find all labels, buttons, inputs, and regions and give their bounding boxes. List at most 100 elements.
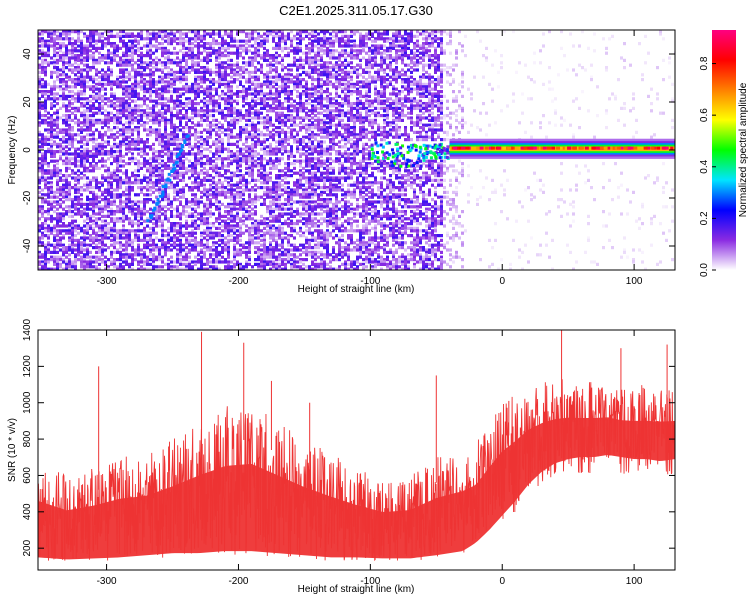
spectrogram-cell (197, 253, 200, 257)
spectrogram-cell (182, 154, 185, 158)
spectrogram-cell (83, 154, 86, 158)
spectrogram-cell (248, 150, 251, 154)
spectrogram-cell (230, 114, 233, 118)
spectrogram-cell (131, 87, 134, 91)
spectrogram-cell (200, 178, 203, 182)
spectrogram-cell (56, 135, 59, 139)
spectrogram-cell (242, 152, 245, 156)
spectrogram-cell (152, 157, 155, 161)
spectrogram-cell (74, 258, 77, 262)
spectrogram-cell (212, 154, 215, 158)
spectrogram-cell (68, 109, 71, 113)
spectrogram-cell (92, 30, 95, 34)
spectrogram-cell (44, 210, 47, 214)
spectrogram-cell (203, 140, 206, 144)
spectrogram-cell (194, 94, 197, 98)
spectrogram-cell (65, 162, 68, 166)
spectrogram-cell (170, 73, 173, 77)
spectrogram-cell (182, 150, 185, 154)
spectrogram-cell (239, 193, 242, 197)
spectrogram-cell (47, 195, 50, 199)
spectrogram-cell (71, 169, 74, 173)
spectrogram-cell (62, 253, 65, 257)
spectrogram-cell (98, 224, 101, 228)
spectrogram-cell (254, 193, 257, 197)
spectrogram-cell (89, 178, 92, 182)
spectrogram-cell (203, 102, 206, 106)
spectrogram-cell (122, 159, 125, 163)
spectrogram-cell (38, 138, 41, 142)
spectrogram-cell (89, 54, 92, 58)
spectrogram-cell (41, 118, 44, 122)
spectrogram-cell (92, 32, 95, 36)
spectrogram-cell (134, 94, 137, 98)
spectrogram-cell (206, 234, 209, 238)
spectrogram-cell (185, 61, 188, 65)
spectrogram-cell (86, 68, 89, 72)
spectrogram-cell (266, 116, 269, 120)
spectrogram-cell (47, 190, 50, 194)
spectrogram-cell (185, 222, 188, 226)
spectrogram-cell (116, 46, 119, 50)
spectrogram-cell (194, 226, 197, 230)
spectrogram-cell (233, 111, 236, 115)
spectrogram-cell (191, 267, 194, 270)
spectrogram-cell (257, 114, 260, 118)
spectrogram-cell (86, 66, 89, 70)
spectrogram-cell (95, 61, 98, 65)
spectrogram-cell (254, 241, 257, 245)
spectrogram-cell (95, 32, 98, 36)
spectrogram-cell (248, 70, 251, 74)
spectrogram-cell (221, 37, 224, 41)
spectrogram-cell (254, 226, 257, 230)
spectrogram-cell (128, 92, 131, 96)
spectrogram-cell (38, 140, 41, 144)
spectrogram-cell (209, 166, 212, 170)
spectrogram-cell (257, 102, 260, 106)
spectrogram-cell (155, 150, 158, 154)
spectrogram-cell (233, 142, 236, 146)
spectrogram-cell (206, 56, 209, 60)
spectrogram-cell (260, 166, 263, 170)
spectrogram-cell (224, 267, 227, 270)
spectrogram-cell (95, 85, 98, 89)
spectrogram-cell (131, 128, 134, 132)
spectrogram-cell (101, 190, 104, 194)
spectrogram-cell (74, 30, 77, 34)
spectrogram-cell (245, 130, 248, 134)
spectrogram-cell (59, 154, 62, 158)
spectrogram-cell (137, 152, 140, 156)
spectrogram-cell (212, 97, 215, 101)
spectrogram-cell (107, 265, 110, 269)
spectrogram-cell (266, 193, 269, 197)
spectrogram-cell (164, 123, 167, 127)
spectrogram-cell (236, 169, 239, 173)
spectrogram-cell (188, 186, 191, 190)
spectrogram-cell (206, 99, 209, 103)
spectrogram-cell (179, 162, 182, 166)
spectrogram-cell (62, 128, 65, 132)
spectrogram-cell (230, 75, 233, 79)
spectrogram-cell (221, 97, 224, 101)
spectrogram-cell (107, 104, 110, 108)
spectrogram-cell (272, 217, 275, 221)
spectrogram-cell (50, 73, 53, 77)
spectrogram-cell (161, 87, 164, 91)
spectrogram-cell (170, 61, 173, 65)
spectrogram-cell (92, 152, 95, 156)
spectrogram-cell (83, 150, 86, 154)
spectrogram-cell (194, 154, 197, 158)
spectrogram-cell (197, 42, 200, 46)
spectrogram-cell (236, 241, 239, 245)
spectrogram-cell (104, 229, 107, 233)
spectrogram-cell (137, 226, 140, 230)
spectrogram-cell (200, 142, 203, 146)
spectrogram-cell (233, 183, 236, 187)
spectrogram-cell (206, 114, 209, 118)
spectrogram-cell (119, 145, 122, 149)
spectrogram-cell (62, 102, 65, 106)
spectrogram-cell (137, 147, 140, 151)
spectrogram-cell (107, 135, 110, 139)
spectrogram-cell (83, 162, 86, 166)
spectrogram-cell (80, 250, 83, 254)
